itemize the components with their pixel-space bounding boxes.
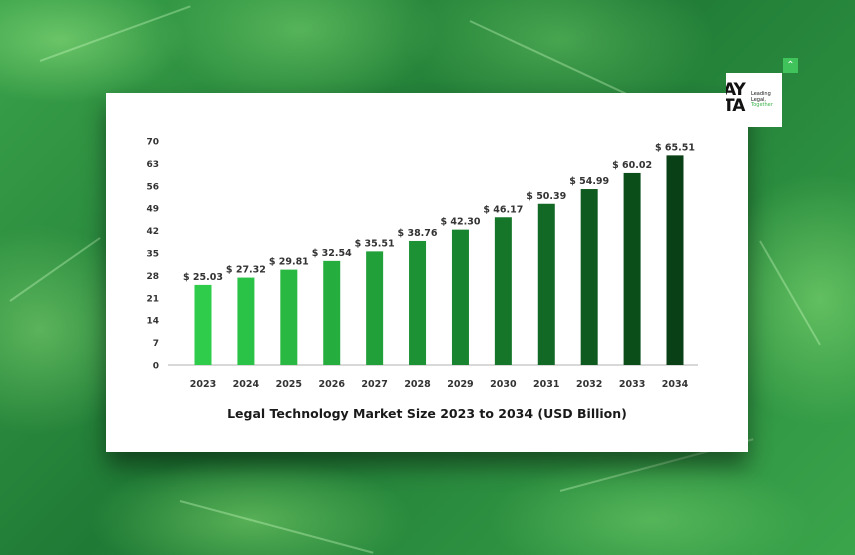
x-tick-label: 2030 bbox=[490, 379, 517, 390]
data-label: $ 65.51 bbox=[655, 142, 695, 153]
x-tick-label: 2033 bbox=[619, 379, 645, 390]
bar bbox=[494, 217, 512, 365]
data-label: $ 60.02 bbox=[612, 160, 652, 171]
y-tick-label: 28 bbox=[146, 272, 159, 282]
logo-tagline: Leading Legal, Together bbox=[751, 91, 773, 108]
data-label: $ 29.81 bbox=[269, 257, 309, 268]
y-tick-label: 14 bbox=[146, 317, 159, 327]
bar bbox=[409, 240, 427, 365]
x-tick-label: 2024 bbox=[233, 379, 260, 390]
x-tick-label: 2027 bbox=[361, 379, 387, 390]
y-tick-label: 35 bbox=[146, 250, 159, 260]
logo-mark: AY TA bbox=[726, 80, 746, 116]
y-tick-label: 42 bbox=[146, 227, 159, 237]
bar bbox=[537, 203, 555, 365]
y-tick-label: 7 bbox=[153, 339, 159, 349]
bar bbox=[666, 155, 684, 365]
x-tick-label: 2031 bbox=[533, 379, 559, 390]
bar bbox=[280, 269, 298, 365]
x-tick-label: 2026 bbox=[319, 379, 346, 390]
data-label: $ 46.17 bbox=[483, 204, 523, 215]
data-label: $ 54.99 bbox=[569, 176, 609, 187]
data-label: $ 42.30 bbox=[440, 217, 480, 228]
x-tick-label: 2029 bbox=[447, 379, 473, 390]
x-tick-label: 2025 bbox=[276, 379, 302, 390]
double-chevron-up-icon: ⌃ bbox=[786, 60, 795, 71]
y-tick-label: 0 bbox=[153, 362, 159, 372]
data-label: $ 50.39 bbox=[526, 191, 566, 202]
scroll-to-top-button[interactable]: ⌃ bbox=[783, 58, 798, 73]
bar bbox=[237, 277, 255, 365]
x-tick-label: 2028 bbox=[404, 379, 431, 390]
bar bbox=[323, 260, 341, 365]
data-label: $ 25.03 bbox=[183, 272, 223, 283]
bar-chart: 0 7 14 21 28 35 42 49 56 63 70 $ 25.03 2023 $ 27.32 20… bbox=[146, 138, 698, 390]
bar bbox=[451, 229, 469, 365]
y-tick-label: 70 bbox=[146, 138, 159, 148]
bar bbox=[623, 172, 641, 365]
y-tick-label: 63 bbox=[146, 160, 159, 170]
x-tick-label: 2023 bbox=[190, 379, 216, 390]
data-label: $ 35.51 bbox=[355, 238, 395, 249]
bar bbox=[366, 251, 384, 365]
chart-card: 0 7 14 21 28 35 42 49 56 63 70 $ 25.03 2023 $ 27.32 20… bbox=[106, 93, 748, 452]
bar bbox=[580, 189, 598, 365]
data-label: $ 38.76 bbox=[398, 228, 438, 239]
data-label: $ 27.32 bbox=[226, 265, 266, 276]
data-label: $ 32.54 bbox=[312, 248, 352, 259]
y-tick-label: 56 bbox=[146, 182, 159, 192]
chart-caption: Legal Technology Market Size 2023 to 203… bbox=[227, 406, 627, 421]
company-logo[interactable]: AY TA Leading Legal, Together bbox=[726, 73, 782, 127]
x-tick-label: 2032 bbox=[576, 379, 602, 390]
x-tick-label: 2034 bbox=[662, 379, 689, 390]
bar bbox=[194, 284, 212, 365]
y-tick-label: 49 bbox=[146, 205, 159, 215]
y-tick-label: 21 bbox=[146, 294, 159, 304]
